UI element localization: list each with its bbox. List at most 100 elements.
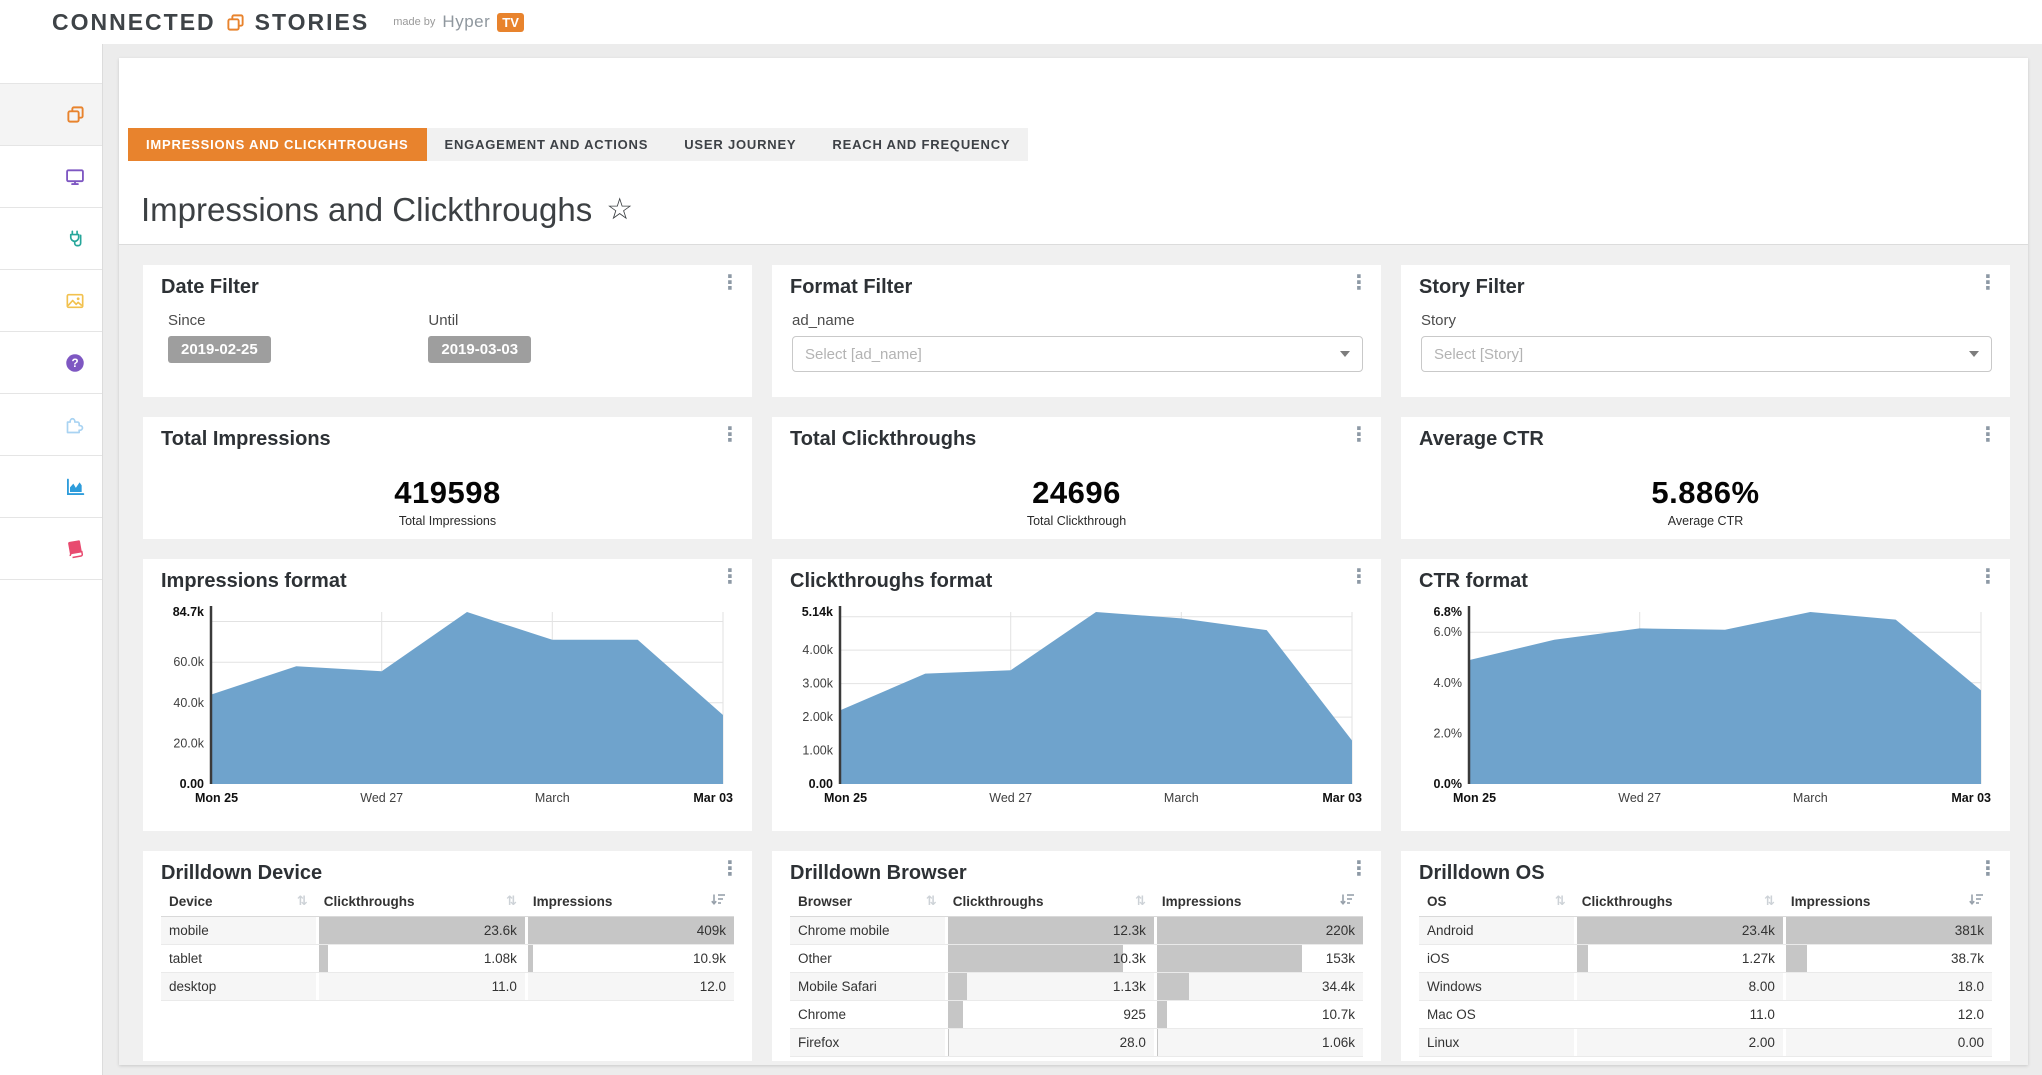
row-value-cell: 12.3k <box>945 917 1154 944</box>
tab-bar: IMPRESSIONS AND CLICKHTROUGHS ENGAGEMENT … <box>128 128 1029 161</box>
help-icon: ? <box>65 353 85 373</box>
row-value-cell: 34.4k <box>1154 973 1363 1000</box>
table-row[interactable]: Linux 2.00 0.00 <box>1419 1029 1992 1057</box>
column-header-clickthroughs[interactable]: Clickthroughs ⇅ <box>945 890 1154 916</box>
column-header-browser[interactable]: Browser ⇅ <box>790 890 945 916</box>
svg-text:0.00: 0.00 <box>809 777 833 791</box>
drilldown-os-card: Drilldown OS ⋮ OS ⇅ Clickthroughs ⇅ Impressi… <box>1401 851 2010 1061</box>
date-filter-card: Date Filter ⋮ Since 2019-02-25 Until 201… <box>143 265 752 397</box>
column-label: Impressions <box>1161 893 1242 909</box>
card-title: Average CTR <box>1419 428 1544 450</box>
svg-text:March: March <box>1164 791 1199 805</box>
row-value-cell: 10.7k <box>1154 1001 1363 1028</box>
column-header-impressions[interactable]: Impressions <box>1783 890 1992 916</box>
row-value: 0.00 <box>1957 1035 1984 1050</box>
kebab-menu-icon[interactable]: ⋮ <box>720 566 740 588</box>
brand-right: STORIES <box>254 8 370 35</box>
table-row[interactable]: iOS 1.27k 38.7k <box>1419 945 1992 973</box>
until-label: Until <box>428 312 459 329</box>
table-row[interactable]: Windows 8.00 18.0 <box>1419 973 1992 1001</box>
kebab-menu-icon[interactable]: ⋮ <box>1978 272 1998 294</box>
column-label: Impressions <box>532 893 613 909</box>
favorite-star-icon[interactable]: ☆ <box>606 193 634 226</box>
sidebar-item-monitor[interactable] <box>0 146 102 208</box>
row-value: 10.7k <box>1321 1007 1355 1022</box>
card-title: Clickthroughs format <box>790 570 993 592</box>
kebab-menu-icon[interactable]: ⋮ <box>1349 272 1369 294</box>
kebab-menu-icon[interactable]: ⋮ <box>1978 424 1998 446</box>
tab-user-journey[interactable]: USER JOURNEY <box>684 137 797 152</box>
svg-text:3.00k: 3.00k <box>802 677 833 691</box>
table-row[interactable]: Firefox 28.0 1.06k <box>790 1029 1363 1057</box>
tab-reach-and-frequency[interactable]: REACH AND FREQUENCY <box>832 137 1011 152</box>
row-value: 11.0 <box>1749 1007 1775 1022</box>
tab-engagement-and-actions[interactable]: ENGAGEMENT AND ACTIONS <box>444 137 649 152</box>
area-chart-svg: 6.8% 6.0% 4.0% 2.0% 0.0%Mon 25 Wed 27 March Mar… <box>1434 605 1992 805</box>
column-header-clickthroughs[interactable]: Clickthroughs ⇅ <box>1574 890 1783 916</box>
column-header-os[interactable]: OS ⇅ <box>1419 890 1574 916</box>
card-title: Story Filter <box>1419 276 1525 298</box>
sidebar-item-puzzle[interactable] <box>0 394 102 456</box>
tab-impressions-and-clickhtroughs[interactable]: IMPRESSIONS AND CLICKHTROUGHS <box>128 128 427 161</box>
data-bar <box>947 973 967 1000</box>
table-row[interactable]: desktop 11.0 12.0 <box>161 973 734 1001</box>
total-clickthroughs-card: Total Clickthroughs ⋮ 24696 Total Clickt… <box>772 417 1381 539</box>
kebab-menu-icon[interactable]: ⋮ <box>1349 566 1369 588</box>
column-header-clickthroughs[interactable]: Clickthroughs ⇅ <box>316 890 525 916</box>
table-row[interactable]: Chrome 925 10.7k <box>790 1001 1363 1029</box>
sidebar-item-analytics[interactable] <box>0 456 102 518</box>
sidebar: ? <box>0 44 103 1075</box>
row-value-cell: 1.27k <box>1574 945 1783 972</box>
svg-text:0.0%: 0.0% <box>1434 777 1463 791</box>
sidebar-item-image[interactable] <box>0 270 102 332</box>
table-row[interactable]: Android 23.4k 381k <box>1419 917 1992 945</box>
row-value: 28.0 <box>1119 1035 1146 1050</box>
book-icon <box>65 539 85 559</box>
table-row[interactable]: Mac OS 11.0 12.0 <box>1419 1001 1992 1029</box>
story-label: Story <box>1421 312 1457 329</box>
kebab-menu-icon[interactable]: ⋮ <box>720 424 740 446</box>
card-title: Format Filter <box>790 276 913 298</box>
sidebar-item-stories[interactable] <box>0 84 102 146</box>
table-row[interactable]: tablet 1.08k 10.9k <box>161 945 734 973</box>
format-filter-card: Format Filter ⋮ ad_name Select [ad_name] <box>772 265 1381 397</box>
kebab-menu-icon[interactable]: ⋮ <box>1978 566 1998 588</box>
table-body: mobile 23.6k 409k tablet 1.08k 10.9k desktop 11… <box>161 917 734 1001</box>
table-row[interactable]: mobile 23.6k 409k <box>161 917 734 945</box>
table-row[interactable]: Other 10.3k 153k <box>790 945 1363 973</box>
column-header-impressions[interactable]: Impressions <box>1154 890 1363 916</box>
card-title: Impressions format <box>161 570 347 592</box>
sidebar-item-plug[interactable] <box>0 208 102 270</box>
row-value: 925 <box>1123 1007 1146 1022</box>
data-bar <box>1156 945 1303 972</box>
table-header: OS ⇅ Clickthroughs ⇅ Impressions <box>1419 890 1992 917</box>
tv-badge: TV <box>497 12 524 32</box>
column-header-impressions[interactable]: Impressions <box>525 890 734 916</box>
ad-name-select[interactable]: Select [ad_name] <box>792 336 1363 372</box>
sidebar-item-help[interactable]: ? <box>0 332 102 394</box>
kebab-menu-icon[interactable]: ⋮ <box>1349 424 1369 446</box>
kebab-menu-icon[interactable]: ⋮ <box>1349 858 1369 880</box>
column-label: Device <box>169 893 213 909</box>
kebab-menu-icon[interactable]: ⋮ <box>1978 858 1998 880</box>
app-logo[interactable]: CONNECTED STORIES <box>52 9 369 36</box>
since-date-badge[interactable]: 2019-02-25 <box>168 336 271 363</box>
column-header-device[interactable]: Device ⇅ <box>161 890 316 916</box>
svg-text:Mar 03: Mar 03 <box>1322 791 1362 805</box>
table-row[interactable]: Mobile Safari 1.13k 34.4k <box>790 973 1363 1001</box>
row-name: mobile <box>169 923 209 938</box>
sidebar-item-book[interactable] <box>0 518 102 580</box>
until-date-badge[interactable]: 2019-03-03 <box>428 336 532 363</box>
svg-text:20.0k: 20.0k <box>173 736 204 750</box>
story-select[interactable]: Select [Story] <box>1421 336 1992 372</box>
row-name: Windows <box>1427 979 1482 994</box>
row-value-cell: 2.00 <box>1574 1029 1783 1056</box>
row-value-cell: 10.3k <box>945 945 1154 972</box>
table-row[interactable]: Chrome mobile 12.3k 220k <box>790 917 1363 945</box>
row-value: 12.3k <box>1112 923 1146 938</box>
row-value-cell: 11.0 <box>316 973 525 1000</box>
dashboard-content: Date Filter ⋮ Since 2019-02-25 Until 201… <box>119 244 2028 1065</box>
kebab-menu-icon[interactable]: ⋮ <box>720 272 740 294</box>
row-name: Chrome mobile <box>798 923 890 938</box>
kebab-menu-icon[interactable]: ⋮ <box>720 858 740 880</box>
